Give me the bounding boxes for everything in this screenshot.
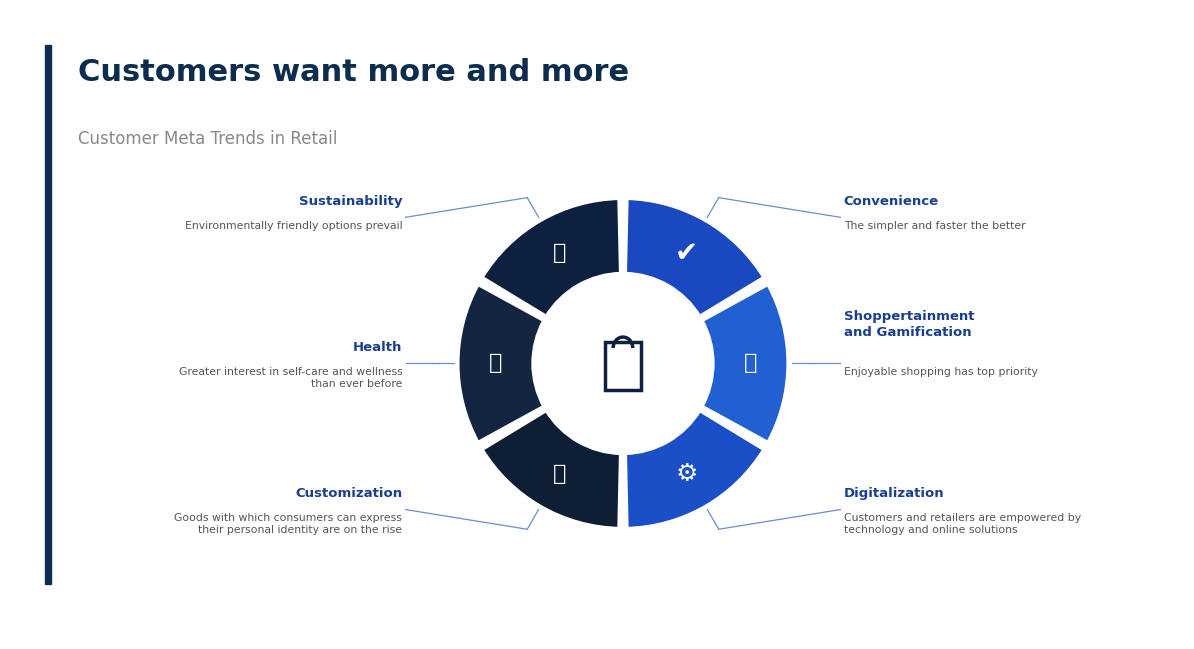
Wedge shape (481, 198, 621, 317)
Text: The simpler and faster the better: The simpler and faster the better (844, 221, 1026, 230)
Text: 🎮: 🎮 (744, 354, 757, 373)
Text: Enjoyable shopping has top priority: Enjoyable shopping has top priority (844, 367, 1038, 376)
Text: Customer Meta Trends in Retail: Customer Meta Trends in Retail (78, 130, 337, 148)
Text: Digitalization: Digitalization (844, 487, 944, 500)
Text: ⚙: ⚙ (676, 462, 698, 486)
Text: Sustainability: Sustainability (298, 195, 402, 208)
Text: 💗: 💗 (488, 354, 503, 373)
Wedge shape (481, 410, 621, 529)
Wedge shape (702, 284, 788, 443)
Text: Greater interest in self-care and wellness
than ever before: Greater interest in self-care and wellne… (179, 367, 402, 389)
Text: 🔄: 🔄 (553, 464, 566, 484)
Text: Customers and retailers are empowered by
technology and online solutions: Customers and retailers are empowered by… (844, 513, 1081, 535)
Text: Goods with which consumers can express
their personal identity are on the rise: Goods with which consumers can express t… (174, 513, 402, 535)
Text: Customers want more and more: Customers want more and more (78, 58, 629, 88)
Wedge shape (624, 410, 764, 529)
Circle shape (534, 274, 713, 453)
Text: ✔: ✔ (675, 239, 698, 267)
Text: Customization: Customization (295, 487, 402, 500)
FancyBboxPatch shape (605, 341, 641, 390)
Wedge shape (624, 198, 764, 317)
Text: 🌍: 🌍 (553, 243, 566, 263)
Wedge shape (457, 284, 544, 443)
Text: Environmentally friendly options prevail: Environmentally friendly options prevail (185, 221, 402, 230)
Text: Shoppertainment
and Gamification: Shoppertainment and Gamification (844, 310, 974, 339)
Text: Convenience: Convenience (844, 195, 938, 208)
Text: Health: Health (353, 341, 402, 354)
